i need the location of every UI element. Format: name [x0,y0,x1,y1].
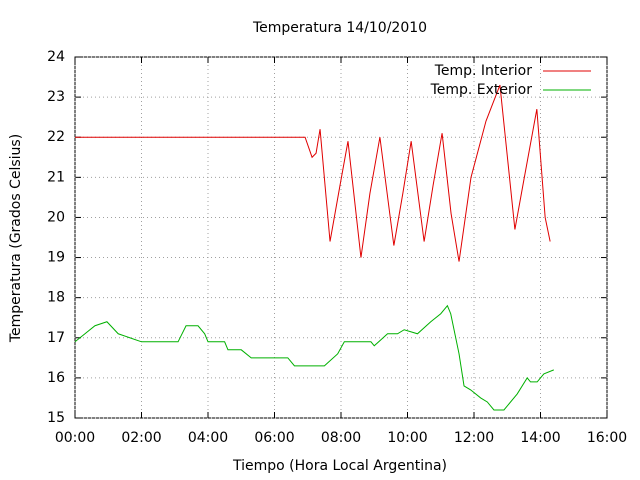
x-tick-label: 14:00 [520,430,560,446]
y-tick-label: 20 [47,209,65,225]
x-tick-label: 00:00 [55,430,95,446]
x-tick-label: 06:00 [254,430,294,446]
y-tick-label: 15 [47,410,65,426]
x-tick-label: 02:00 [121,430,161,446]
chart-title: Temperatura 14/10/2010 [252,20,427,36]
y-tick-label: 19 [47,250,65,266]
x-tick-label: 10:00 [387,430,427,446]
x-tick-label: 12:00 [454,430,494,446]
y-tick-label: 24 [47,49,65,65]
y-tick-label: 22 [47,129,65,145]
x-axis-label: Tiempo (Hora Local Argentina) [232,458,447,474]
y-tick-label: 18 [47,290,65,306]
y-tick-label: 17 [47,330,65,346]
x-tick-label: 16:00 [587,430,627,446]
legend-label: Temp. Interior [434,63,533,79]
legend-label: Temp. Exterior [430,82,533,98]
y-tick-label: 21 [47,169,65,185]
x-tick-label: 08:00 [321,430,361,446]
y-axis-label: Temperatura (Grados Celsius) [8,134,24,343]
y-tick-label: 16 [47,370,65,386]
series-line [74,304,554,411]
y-tick-label: 23 [47,89,65,105]
x-tick-label: 04:00 [188,430,228,446]
series-line [75,84,551,262]
